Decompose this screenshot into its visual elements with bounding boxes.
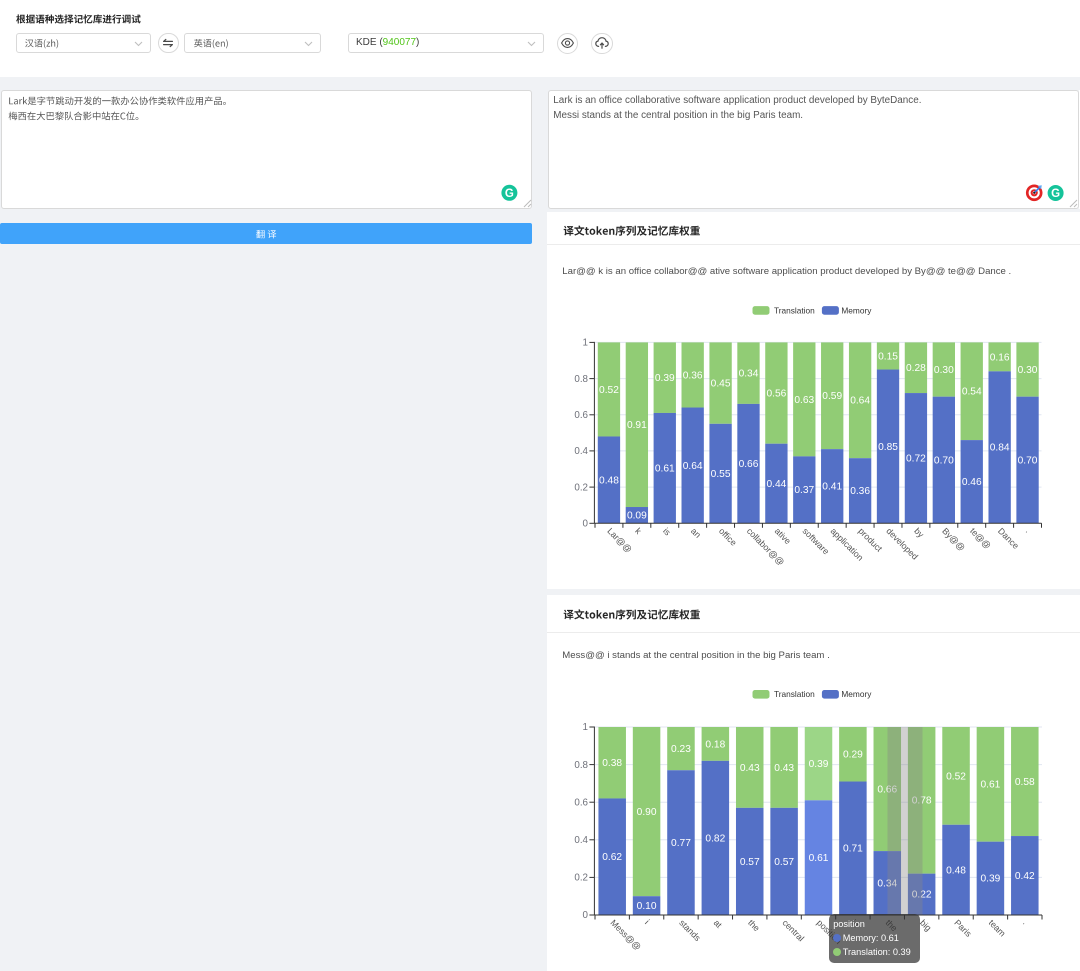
- svg-text:0.36: 0.36: [683, 370, 703, 381]
- svg-text:0.85: 0.85: [878, 442, 898, 453]
- svg-text:0.39: 0.39: [981, 874, 1001, 885]
- svg-text:0.28: 0.28: [906, 363, 926, 374]
- svg-text:0.44: 0.44: [766, 479, 786, 490]
- svg-text:0.91: 0.91: [627, 420, 647, 431]
- svg-text:0.66: 0.66: [877, 784, 897, 795]
- svg-text:1: 1: [583, 338, 588, 349]
- svg-text:0.77: 0.77: [671, 838, 691, 849]
- svg-text:ative: ative: [773, 526, 793, 546]
- svg-text:0.15: 0.15: [878, 351, 898, 362]
- svg-text:software: software: [801, 526, 832, 557]
- svg-text:0.57: 0.57: [740, 857, 760, 868]
- svg-text:0.66: 0.66: [739, 459, 759, 470]
- svg-text:0.23: 0.23: [671, 744, 691, 755]
- svg-text:0.55: 0.55: [711, 469, 731, 480]
- svg-text:k: k: [633, 526, 644, 537]
- svg-text:0.38: 0.38: [602, 758, 622, 769]
- svg-text:Mess@@: Mess@@: [609, 918, 644, 953]
- svg-text:team: team: [987, 918, 1008, 939]
- svg-text:0.39: 0.39: [809, 759, 829, 770]
- svg-text:te@@: te@@: [968, 526, 993, 551]
- svg-text:0.78: 0.78: [912, 796, 932, 807]
- svg-text:0.2: 0.2: [574, 482, 588, 493]
- svg-text:the: the: [746, 918, 762, 934]
- svg-text:0.84: 0.84: [990, 443, 1010, 454]
- svg-text:.: .: [1024, 526, 1033, 535]
- svg-text:Memory: Memory: [841, 305, 872, 315]
- svg-text:0.6: 0.6: [574, 797, 588, 808]
- svg-text:Dance: Dance: [996, 526, 1021, 551]
- svg-text:0.48: 0.48: [599, 475, 619, 486]
- svg-text:Paris: Paris: [952, 918, 974, 940]
- svg-text:0.59: 0.59: [822, 391, 842, 402]
- svg-text:0.36: 0.36: [850, 486, 870, 497]
- svg-text:0.61: 0.61: [655, 464, 675, 475]
- svg-text:0.45: 0.45: [711, 379, 731, 390]
- svg-text:0.30: 0.30: [934, 365, 954, 376]
- svg-text:0.64: 0.64: [850, 396, 870, 407]
- svg-text:0.52: 0.52: [599, 385, 619, 396]
- svg-text:0.70: 0.70: [1018, 455, 1038, 466]
- svg-text:0.2: 0.2: [574, 873, 588, 884]
- svg-text:Memory: Memory: [841, 689, 872, 699]
- svg-text:0.8: 0.8: [574, 374, 588, 385]
- svg-text:0.43: 0.43: [774, 763, 794, 774]
- svg-text:Translation: Translation: [774, 305, 815, 315]
- svg-text:an: an: [689, 526, 703, 540]
- svg-text:0: 0: [583, 519, 589, 530]
- svg-text:is: is: [661, 526, 673, 538]
- svg-text:Translation: Translation: [774, 689, 815, 699]
- svg-text:0.46: 0.46: [962, 477, 982, 488]
- svg-text:G: G: [505, 188, 514, 200]
- svg-text:0.64: 0.64: [683, 461, 703, 472]
- svg-text:0.54: 0.54: [962, 387, 982, 398]
- svg-text:0.18: 0.18: [705, 739, 725, 750]
- svg-text:0.70: 0.70: [934, 455, 954, 466]
- svg-text:0.6: 0.6: [574, 410, 588, 421]
- svg-text:0.71: 0.71: [843, 844, 863, 855]
- svg-text:0.8: 0.8: [574, 760, 588, 771]
- svg-text:0.37: 0.37: [794, 485, 814, 496]
- svg-text:by: by: [912, 526, 926, 540]
- svg-text:0.4: 0.4: [574, 835, 588, 846]
- svg-text:0.82: 0.82: [705, 833, 725, 844]
- svg-text:0.61: 0.61: [981, 780, 1001, 791]
- svg-text:G: G: [1051, 188, 1060, 200]
- svg-text:0.90: 0.90: [637, 807, 657, 818]
- svg-text:0.30: 0.30: [1018, 365, 1038, 376]
- svg-text:0.58: 0.58: [1015, 777, 1035, 788]
- svg-text:0.48: 0.48: [946, 865, 966, 876]
- svg-text:0.29: 0.29: [843, 750, 863, 761]
- svg-text:0.39: 0.39: [655, 373, 675, 384]
- svg-text:0.16: 0.16: [990, 352, 1010, 363]
- svg-text:0.61: 0.61: [809, 853, 829, 864]
- svg-text:0.42: 0.42: [1015, 871, 1035, 882]
- svg-text:0.57: 0.57: [774, 857, 794, 868]
- svg-text:0.4: 0.4: [574, 446, 588, 457]
- svg-text:By@@: By@@: [940, 526, 967, 553]
- svg-text:0.41: 0.41: [822, 482, 842, 493]
- svg-text:0.63: 0.63: [794, 395, 814, 406]
- svg-text:0.43: 0.43: [740, 763, 760, 774]
- svg-text:i: i: [643, 918, 651, 926]
- svg-text:office: office: [717, 526, 739, 548]
- svg-text:0.72: 0.72: [906, 454, 926, 465]
- svg-text:1: 1: [583, 722, 588, 733]
- svg-text:at: at: [712, 918, 725, 931]
- svg-text:0.09: 0.09: [627, 511, 647, 522]
- svg-text:0.22: 0.22: [912, 890, 932, 901]
- svg-text:.: .: [1021, 918, 1030, 927]
- svg-text:0.56: 0.56: [766, 388, 786, 399]
- svg-text:central: central: [780, 918, 806, 944]
- svg-text:Lar@@: Lar@@: [605, 526, 634, 555]
- svg-text:0.10: 0.10: [637, 901, 657, 912]
- svg-text:0.34: 0.34: [877, 878, 897, 889]
- svg-text:0: 0: [583, 910, 589, 921]
- svg-text:0.62: 0.62: [602, 852, 622, 863]
- svg-text:0.52: 0.52: [946, 771, 966, 782]
- svg-text:big: big: [918, 918, 933, 933]
- svg-text:0.34: 0.34: [739, 369, 759, 380]
- svg-text:stands: stands: [677, 918, 703, 944]
